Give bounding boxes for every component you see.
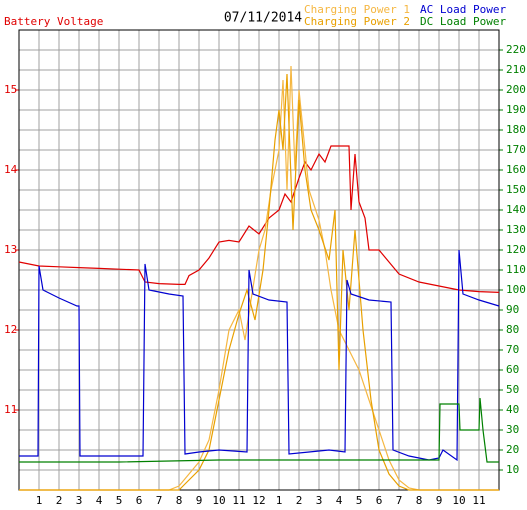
legend-entry: Charging Power 2	[304, 15, 410, 28]
y2-tick-label: 60	[506, 363, 519, 376]
x-tick-label: 10	[212, 494, 225, 507]
x-tick-label: 6	[376, 494, 383, 507]
y2-tick-label: 80	[506, 323, 519, 336]
y2-tick-label: 100	[506, 283, 526, 296]
y-tick-label: 14	[4, 163, 18, 176]
legend-entry: DC Load Power	[420, 15, 506, 28]
y2-tick-label: 10	[506, 463, 519, 476]
x-tick-label: 6	[136, 494, 143, 507]
y-tick-label: 11	[4, 403, 17, 416]
y2-tick-label: 150	[506, 183, 526, 196]
y2-tick-label: 210	[506, 63, 526, 76]
y2-tick-label: 50	[506, 383, 519, 396]
y2-tick-label: 140	[506, 203, 526, 216]
data-line	[19, 73, 499, 491]
y2-tick-label: 120	[506, 243, 526, 256]
x-tick-label: 1	[276, 494, 283, 507]
legend-entry: Battery Voltage	[4, 15, 103, 28]
y2-tick-label: 180	[506, 123, 526, 136]
x-tick-label: 3	[316, 494, 323, 507]
x-tick-label: 4	[96, 494, 103, 507]
x-tick-label: 8	[416, 494, 423, 507]
x-tick-label: 11	[232, 494, 245, 507]
x-tick-label: 1	[36, 494, 43, 507]
y-tick-label: 15	[4, 83, 17, 96]
legend-entry: Charging Power 1	[304, 3, 410, 16]
plot-frame	[18, 29, 500, 491]
y2-tick-label: 90	[506, 303, 519, 316]
x-tick-label: 7	[156, 494, 163, 507]
y2-tick-label: 40	[506, 403, 519, 416]
x-tick-label: 10	[452, 494, 465, 507]
y-tick-label: 13	[4, 243, 17, 256]
x-tick-label: 7	[396, 494, 403, 507]
legend-entry: AC Load Power	[420, 3, 506, 16]
y2-tick-label: 220	[506, 43, 526, 56]
y2-tick-label: 190	[506, 103, 526, 116]
y2-tick-label: 160	[506, 163, 526, 176]
data-line	[19, 249, 500, 462]
y2-tick-label: 30	[506, 423, 519, 436]
y-tick-label: 12	[4, 323, 17, 336]
x-tick-label: 5	[356, 494, 363, 507]
y2-tick-label: 130	[506, 223, 526, 236]
y2-tick-label: 170	[506, 143, 526, 156]
x-tick-label: 3	[76, 494, 83, 507]
x-tick-label: 9	[196, 494, 203, 507]
x-tick-label: 8	[176, 494, 183, 507]
x-tick-label: 12	[252, 494, 265, 507]
y2-tick-label: 110	[506, 263, 526, 276]
x-tick-label: 2	[296, 494, 303, 507]
x-tick-label: 11	[472, 494, 485, 507]
chart-title: 07/11/2014	[224, 11, 302, 26]
y2-tick-label: 200	[506, 83, 526, 96]
data-line	[19, 397, 499, 463]
y2-tick-label: 70	[506, 343, 519, 356]
x-tick-label: 9	[436, 494, 443, 507]
y2-tick-label: 20	[506, 443, 519, 456]
x-tick-label: 4	[336, 494, 343, 507]
x-tick-label: 2	[56, 494, 63, 507]
x-tick-label: 5	[116, 494, 123, 507]
